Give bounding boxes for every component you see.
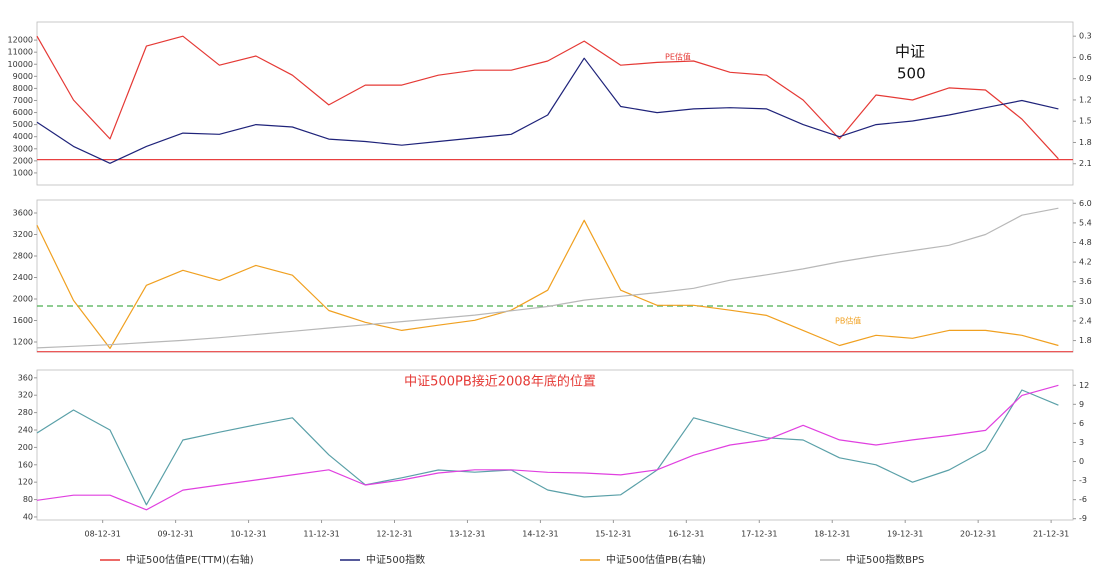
tick-label: 2000 — [13, 156, 33, 165]
tick-label: 0 — [1079, 457, 1084, 466]
tick-label: 10000 — [8, 60, 33, 69]
tick-label: 2.1 — [1079, 159, 1092, 168]
tick-label: 1.2 — [1079, 95, 1092, 104]
tick-label: 2.4 — [1079, 316, 1092, 325]
tick-label: 3.0 — [1079, 297, 1092, 306]
x-tick-label: 15-12-31 — [595, 530, 631, 539]
tick-label: 0.6 — [1079, 53, 1092, 62]
tick-label: 1.5 — [1079, 117, 1092, 126]
tick-label: 3.6 — [1079, 277, 1092, 286]
panel-frame — [36, 369, 1074, 521]
tick-label: 0.3 — [1079, 32, 1092, 41]
chart-title: 中证500PB接近2008年底的位置 — [404, 374, 596, 390]
tick-label: 40 — [23, 512, 33, 521]
tick-label: 200 — [18, 443, 33, 452]
tick-label: 3000 — [13, 144, 33, 153]
x-tick-label: 08-12-31 — [85, 530, 121, 539]
x-tick-label: 20-12-31 — [960, 530, 996, 539]
tick-label: 5.4 — [1079, 218, 1092, 227]
x-tick-label: 18-12-31 — [814, 530, 850, 539]
tick-label: 3200 — [13, 230, 33, 239]
tick-label: 320 — [18, 391, 33, 400]
x-tick-label: 16-12-31 — [668, 530, 704, 539]
tick-label: -9 — [1079, 514, 1087, 523]
legend-label: 中证500估值PB(右轴) — [606, 553, 706, 566]
tick-label: 12000 — [8, 36, 33, 45]
annotation: 500 — [897, 65, 926, 83]
tick-label: 120 — [18, 478, 33, 487]
x-tick-label: 13-12-31 — [449, 530, 485, 539]
series-line — [36, 57, 1059, 164]
legend-label: 中证500指数BPS — [846, 553, 924, 566]
tick-label: -6 — [1079, 495, 1087, 504]
tick-label: 9000 — [13, 72, 33, 81]
annotation: PB估值 — [835, 316, 861, 326]
tick-label: 6 — [1079, 419, 1084, 428]
tick-label: 11000 — [8, 48, 33, 57]
x-tick-label: 10-12-31 — [230, 530, 266, 539]
tick-label: 9 — [1079, 400, 1084, 409]
tick-label: 240 — [18, 426, 33, 435]
tick-label: 4000 — [13, 132, 33, 141]
tick-label: 8000 — [13, 84, 33, 93]
tick-label: 2000 — [13, 295, 33, 304]
series-line — [36, 389, 1059, 506]
tick-label: 1.8 — [1079, 138, 1092, 147]
tick-label: 4.8 — [1079, 238, 1092, 247]
tick-label: 2800 — [13, 252, 33, 261]
tick-label: 1.8 — [1079, 336, 1092, 345]
tick-label: 3 — [1079, 438, 1084, 447]
tick-label: 360 — [18, 373, 33, 382]
tick-label: 5000 — [13, 120, 33, 129]
legend-label: 中证500估值PE(TTM)(右轴) — [126, 553, 254, 566]
series-line — [36, 219, 1059, 349]
tick-label: -3 — [1079, 476, 1087, 485]
x-tick-label: 21-12-31 — [1033, 530, 1069, 539]
tick-label: 280 — [18, 408, 33, 417]
series-line — [36, 35, 1059, 160]
tick-label: 80 — [23, 495, 33, 504]
tick-label: 0.9 — [1079, 74, 1092, 83]
tick-label: 160 — [18, 460, 33, 469]
annotation: PE估值 — [665, 52, 691, 62]
tick-label: 2400 — [13, 273, 33, 282]
tick-label: 6.0 — [1079, 199, 1092, 208]
legend-label: 中证500指数 — [366, 553, 425, 566]
tick-label: 1000 — [13, 168, 33, 177]
tick-label: 3600 — [13, 209, 33, 218]
x-tick-label: 14-12-31 — [522, 530, 558, 539]
series-line — [36, 384, 1059, 511]
x-tick-label: 12-12-31 — [376, 530, 412, 539]
panel-frame — [36, 21, 1074, 186]
x-tick-label: 17-12-31 — [741, 530, 777, 539]
series-line — [36, 207, 1059, 349]
tick-label: 1200 — [13, 338, 33, 347]
annotation: 中证 — [895, 43, 925, 61]
x-tick-label: 09-12-31 — [157, 530, 193, 539]
x-tick-label: 19-12-31 — [887, 530, 923, 539]
tick-label: 1600 — [13, 316, 33, 325]
tick-label: 4.2 — [1079, 258, 1092, 267]
tick-label: 6000 — [13, 108, 33, 117]
x-tick-label: 11-12-31 — [303, 530, 339, 539]
tick-label: 7000 — [13, 96, 33, 105]
tick-label: 12 — [1079, 381, 1089, 390]
